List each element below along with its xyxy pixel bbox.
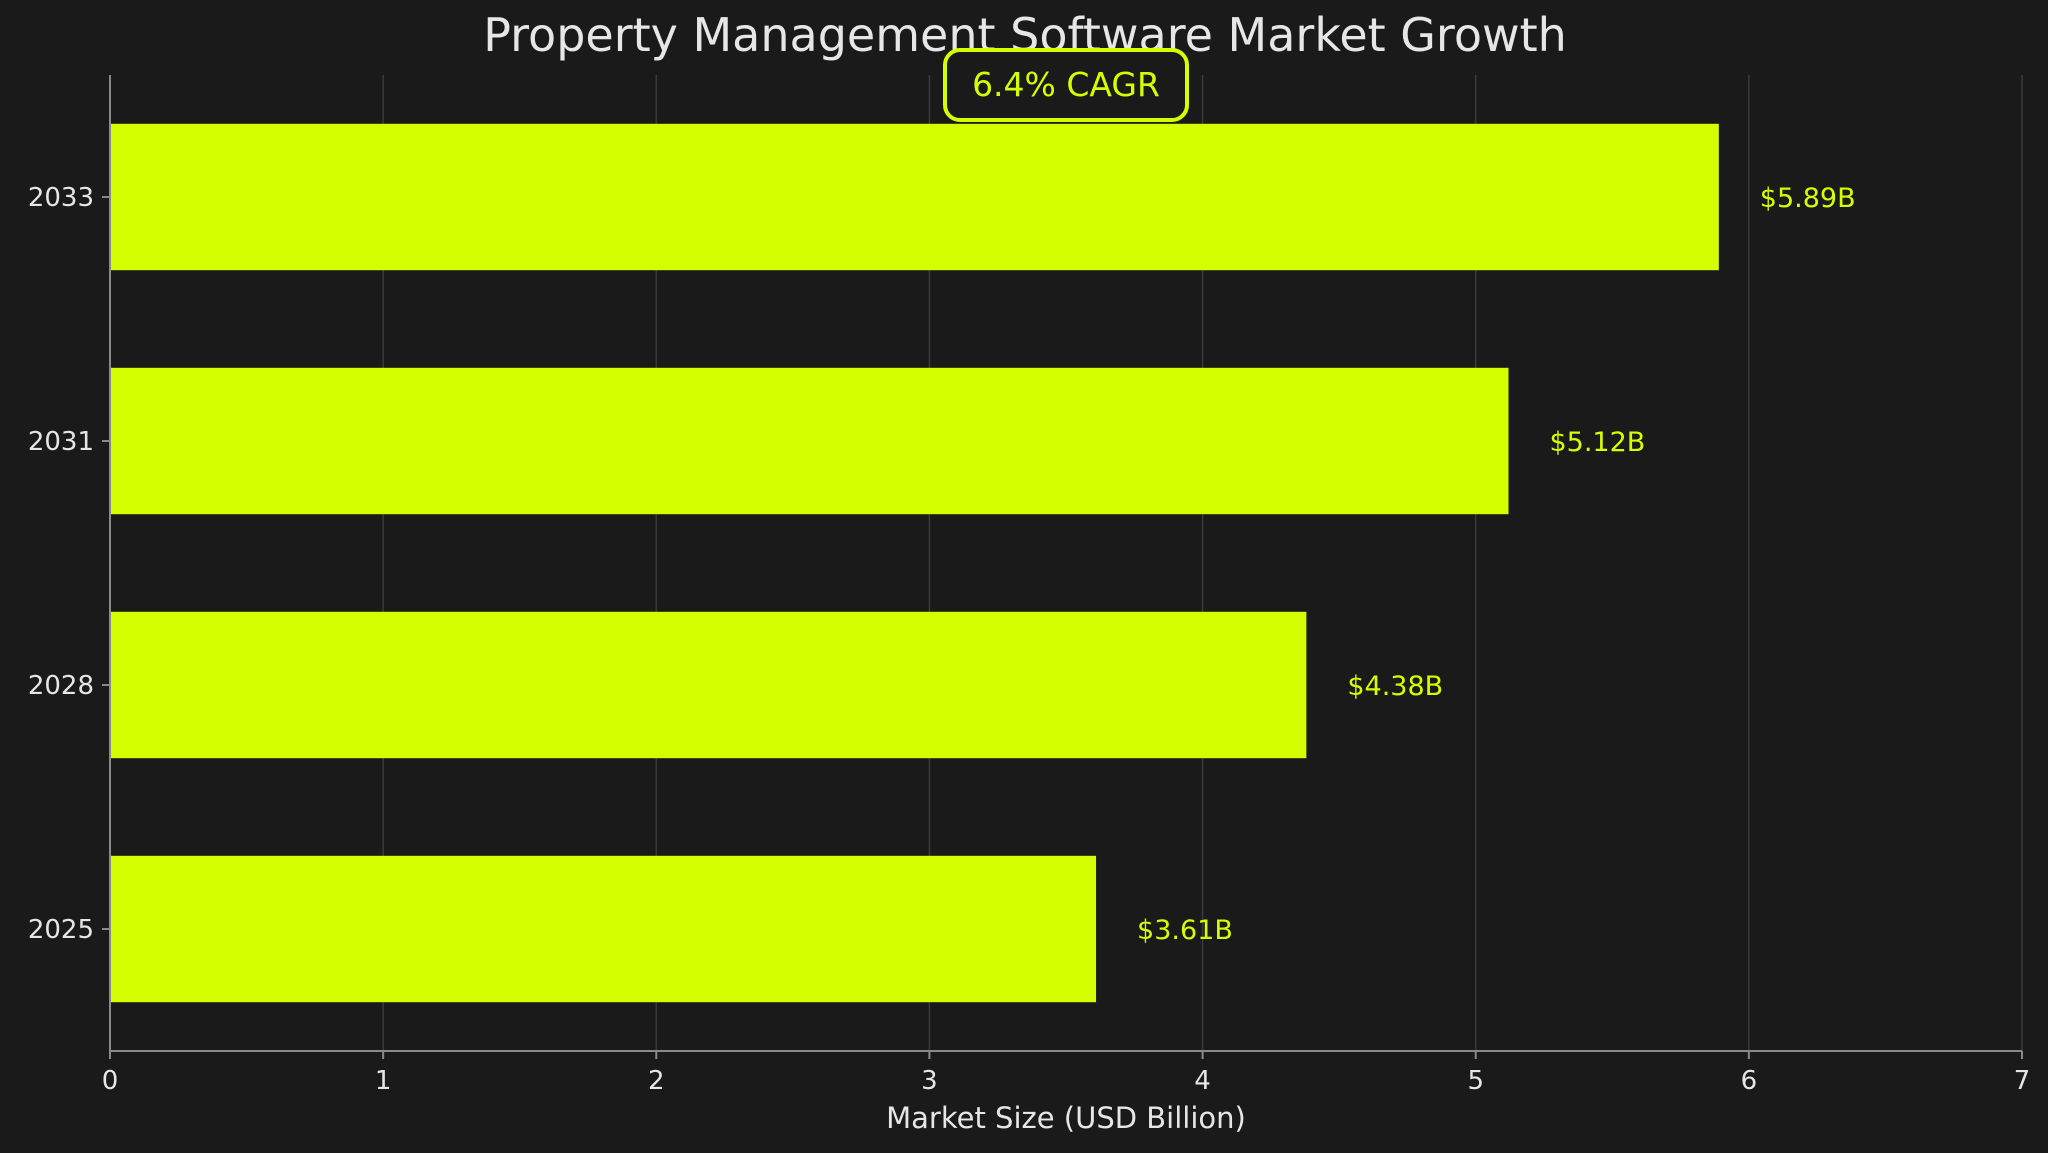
data-label: $3.61B — [1137, 915, 1233, 946]
data-label: $5.12B — [1549, 427, 1645, 458]
x-tick-label: 5 — [1467, 1066, 1484, 1096]
bar-2025 — [110, 855, 1097, 1003]
x-tick-label: 2 — [648, 1066, 665, 1096]
bar-2031 — [110, 367, 1509, 515]
x-tick-label: 3 — [921, 1066, 938, 1096]
axes — [109, 75, 2022, 1052]
bar-2033 — [110, 123, 1719, 271]
data-labels: $3.61B $4.38B $5.12B $5.89B — [1137, 183, 1856, 946]
cagr-annotation-text: 6.4% CAGR — [972, 65, 1160, 104]
cagr-annotation-box — [943, 48, 1189, 122]
data-label: $4.38B — [1347, 671, 1443, 702]
bars — [110, 123, 1719, 1003]
y-ticks: 2025 2028 2031 2033 — [28, 183, 110, 945]
x-tick-label: 1 — [375, 1066, 392, 1096]
x-ticks: 0 1 2 3 4 5 6 7 — [102, 1051, 2031, 1096]
cagr-annotation: 6.4% CAGR — [943, 48, 1189, 122]
y-tick-label: 2033 — [28, 183, 94, 213]
x-tick-label: 7 — [2014, 1066, 2031, 1096]
data-label: $5.89B — [1760, 183, 1856, 214]
x-axis-label: Market Size (USD Billion) — [886, 1101, 1246, 1135]
x-tick-label: 6 — [1741, 1066, 1758, 1096]
y-tick-label: 2028 — [28, 671, 94, 701]
bar-2028 — [110, 611, 1307, 759]
x-tick-label: 0 — [102, 1066, 119, 1096]
y-tick-label: 2025 — [28, 915, 94, 945]
x-tick-label: 4 — [1194, 1066, 1211, 1096]
y-tick-label: 2031 — [28, 427, 94, 457]
